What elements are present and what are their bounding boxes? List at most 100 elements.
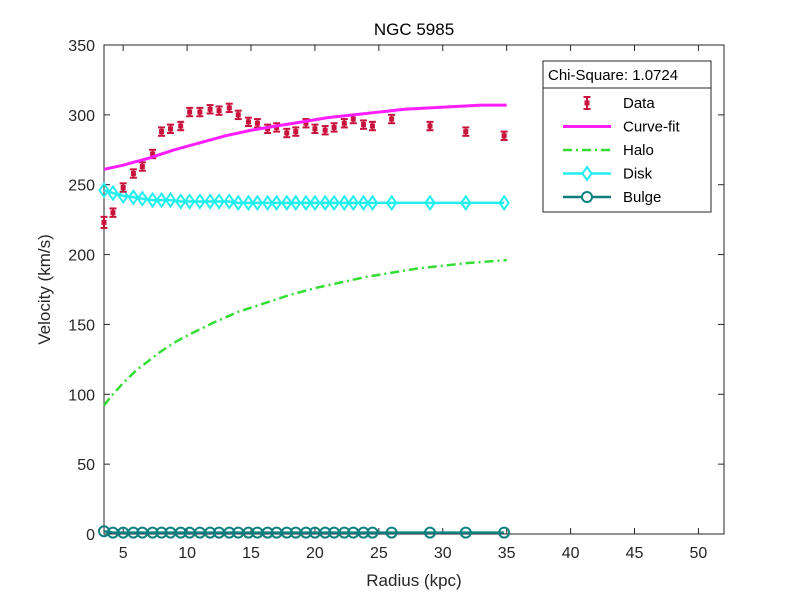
disk-marker (385, 194, 398, 212)
disk-marker (127, 189, 140, 206)
x-axis-label: Radius (kpc) (366, 571, 461, 590)
bulge-marker (385, 526, 398, 539)
legend-item-disk: Disk (563, 165, 653, 183)
legend-swatch-circle (581, 191, 593, 203)
bulge-marker (242, 526, 255, 539)
data-point (177, 120, 185, 132)
data-marker (322, 127, 328, 133)
bulge-marker (299, 526, 312, 539)
bulge-marker (146, 526, 159, 539)
legend-item-bulge: Bulge (563, 189, 661, 206)
data-marker (284, 130, 290, 136)
data-marker (254, 120, 260, 126)
x-tick-label: 30 (434, 545, 452, 562)
disk-marker (251, 194, 264, 212)
data-marker (369, 123, 375, 129)
disk-marker (164, 191, 177, 209)
disk-marker (270, 194, 283, 212)
legend-box (542, 60, 712, 213)
y-tick-label: 0 (86, 527, 95, 544)
x-tick-label: 20 (306, 545, 324, 562)
data-marker (293, 129, 299, 135)
data-point (119, 182, 127, 193)
data-marker (389, 116, 395, 122)
data-marker (427, 123, 433, 129)
bulge-marker (423, 526, 436, 539)
data-marker (187, 109, 193, 115)
legend: Chi-Square: 1.0724 Data Curve-fit Halo Disk B… (542, 60, 712, 213)
bulge-marker (280, 526, 293, 539)
bulge-marker (459, 526, 472, 539)
data-point (426, 120, 434, 132)
disk-marker (460, 194, 472, 212)
bulge-marker (174, 526, 187, 539)
data-point (283, 127, 291, 139)
data-marker (178, 123, 184, 129)
data-point (360, 119, 368, 130)
chart-title: NGC 5985 (374, 20, 454, 39)
data-marker (197, 109, 203, 115)
bulge-marker (498, 526, 511, 539)
data-point (129, 168, 137, 179)
data-point (462, 126, 470, 137)
disk-marker (289, 194, 302, 212)
x-tick-label: 35 (498, 545, 516, 562)
data-marker (235, 112, 241, 118)
disk-marker (223, 193, 236, 210)
disk-marker (281, 194, 293, 212)
disk-marker (366, 194, 379, 212)
legend-label: Halo (623, 142, 654, 159)
y-tick-label: 200 (68, 248, 95, 265)
y-tick-label: 50 (77, 457, 95, 474)
halo-line (103, 258, 507, 407)
disk-marker (213, 193, 225, 210)
data-marker (139, 164, 145, 170)
legend-item-curve-fit: Curve-fit (563, 119, 681, 136)
x-tick-label: 45 (626, 545, 644, 562)
data-marker (350, 116, 356, 122)
data-point (234, 109, 242, 121)
bulge-line (103, 529, 505, 534)
y-tick-label: 150 (68, 317, 95, 334)
data-marker (120, 185, 126, 191)
data-marker (361, 122, 367, 128)
data-marker (130, 171, 136, 177)
bulge-marker (127, 526, 140, 539)
disk-marker (309, 194, 321, 212)
disk-marker (136, 190, 149, 207)
data-point (311, 123, 319, 135)
y-axis-label: Velocity (km/s) (35, 234, 54, 345)
data-marker (226, 105, 232, 111)
plot-area (98, 102, 511, 539)
y-tick-label: 300 (68, 108, 95, 125)
disk-marker (117, 187, 129, 205)
disk-marker (424, 194, 436, 212)
disk-marker (232, 194, 244, 212)
data-marker (101, 219, 107, 225)
bulge-marker (366, 526, 379, 539)
data-point (100, 215, 108, 230)
disk-marker (357, 194, 370, 212)
legend-label: Curve-fit (623, 119, 681, 136)
legend-swatch-marker (584, 100, 590, 106)
data-marker (245, 119, 251, 125)
x-tick-label: 10 (178, 545, 196, 562)
disk-marker (347, 194, 360, 212)
data-marker (312, 126, 318, 132)
data-point (388, 113, 396, 125)
x-tick-label: 5 (119, 545, 128, 562)
legend-label: Data (623, 95, 655, 112)
legend-swatch-diamond (581, 165, 593, 182)
data-point (109, 207, 117, 218)
data-point (186, 106, 194, 118)
bulge-marker (319, 526, 332, 539)
data-marker (216, 108, 222, 114)
legend-item-data: Data (583, 95, 655, 112)
data-marker (159, 129, 165, 135)
disk-marker (328, 194, 340, 212)
data-point (206, 104, 214, 115)
data-marker (331, 124, 337, 130)
legend-item-halo: Halo (563, 142, 654, 159)
data-point (215, 105, 223, 116)
